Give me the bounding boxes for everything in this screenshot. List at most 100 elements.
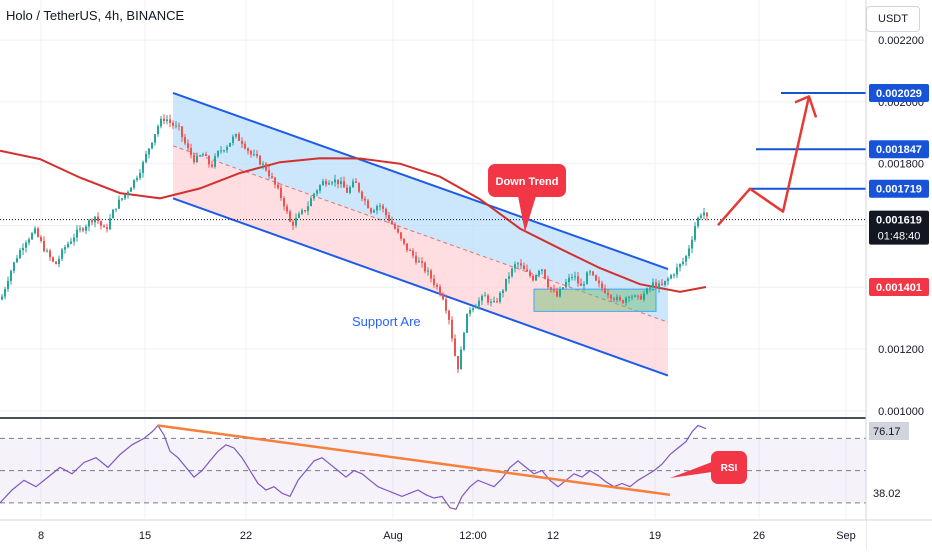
candle-body	[346, 187, 348, 193]
moving-average-line	[0, 149, 707, 293]
candle-body	[136, 177, 138, 180]
candle-body	[133, 179, 135, 188]
candle-body	[505, 278, 507, 291]
time-tick-label: Aug	[383, 530, 403, 542]
candle-body	[175, 125, 177, 127]
candle-body	[355, 181, 357, 183]
level-lines	[750, 91, 866, 190]
price-label: 0.001719	[876, 184, 922, 196]
candle-body	[382, 205, 384, 209]
candle-body	[64, 247, 66, 250]
currency-button[interactable]: USDT	[866, 6, 920, 32]
candle-body	[493, 301, 495, 303]
candle-body	[649, 287, 651, 289]
candle-body	[79, 228, 81, 230]
candle-body	[607, 293, 609, 296]
down-trend-label: Down Trend	[496, 176, 559, 188]
candle-body	[517, 263, 519, 265]
candle-body	[571, 277, 573, 279]
candle-body	[22, 247, 24, 251]
candle-body	[397, 228, 399, 233]
time-tick-label: 22	[240, 530, 252, 542]
candle-body	[304, 210, 306, 212]
candle-body	[235, 133, 237, 137]
candle-body	[121, 198, 123, 200]
support-label: Support Are	[352, 314, 421, 329]
price-label: 0.001401	[876, 282, 922, 294]
candle-body	[295, 217, 297, 226]
rsi-value-label: 38.02	[873, 488, 901, 500]
candle-body	[487, 295, 489, 303]
candle-body	[499, 292, 501, 302]
rsi-callout	[711, 451, 747, 484]
candle-body	[97, 216, 99, 222]
candle-body	[541, 269, 543, 271]
price-label-box	[869, 83, 929, 102]
moving-average	[0, 149, 707, 293]
candle-body	[415, 255, 417, 263]
down-trend-callout	[488, 164, 566, 197]
candle-body	[292, 221, 294, 226]
candle-body	[310, 198, 312, 207]
candle-body	[436, 284, 438, 287]
candle-body	[142, 162, 144, 173]
candle-body	[7, 280, 9, 290]
candle-body	[127, 191, 129, 195]
candle-body	[400, 232, 402, 239]
candle-body	[598, 280, 600, 284]
candle-body	[652, 282, 654, 288]
support-zone	[533, 288, 657, 312]
candle-body	[526, 269, 528, 272]
candle-body	[226, 146, 228, 151]
candle-body	[112, 209, 114, 219]
candle-body	[190, 148, 192, 155]
candle-body	[268, 170, 270, 177]
candle-body	[166, 119, 168, 121]
time-axis-background	[0, 520, 866, 550]
candle-body	[568, 277, 570, 283]
candle-body	[361, 191, 363, 199]
candle-body	[91, 220, 93, 223]
candle-body	[379, 205, 381, 207]
price-tick-label: 0.002200	[878, 35, 924, 47]
candle-body	[229, 142, 231, 147]
candle-body	[46, 250, 48, 252]
candle-body	[472, 308, 474, 310]
candle-body	[214, 156, 216, 167]
candle-body	[241, 140, 243, 144]
candle-body	[628, 296, 630, 298]
candle-body	[559, 289, 561, 297]
candle-body	[463, 332, 465, 350]
candle-body	[637, 295, 639, 297]
time-tick-label: 12:00	[459, 530, 487, 542]
candle-body	[550, 287, 552, 290]
countdown-label: 01:48:40	[878, 231, 921, 243]
candle-body	[349, 187, 351, 193]
candle-body	[640, 295, 642, 300]
projection-arrow-head	[794, 95, 818, 118]
time-tick-label: Sep	[836, 530, 856, 542]
candle-body	[454, 338, 456, 356]
price-axis: 0.0022000.0020000.0018000.0016000.001400…	[865, 0, 932, 550]
channel-lower-fill	[173, 145, 668, 376]
candle-body	[532, 275, 534, 281]
price-tick-label: 0.001200	[878, 344, 924, 356]
candle-body	[343, 181, 345, 188]
candle-body	[646, 288, 648, 294]
candle-body	[634, 295, 636, 297]
candle-body	[76, 229, 78, 238]
candle-body	[67, 243, 69, 248]
candle-body	[424, 262, 426, 272]
candle-body	[490, 301, 492, 303]
candle-body	[691, 239, 693, 249]
candle-body	[481, 295, 483, 301]
candle-body	[265, 163, 267, 171]
candle-body	[16, 258, 18, 263]
candle-body	[610, 295, 612, 299]
candle-body	[427, 270, 429, 272]
candle-body	[28, 239, 30, 243]
candle-body	[307, 206, 309, 212]
candle-body	[484, 295, 486, 297]
candle-body	[205, 154, 207, 156]
